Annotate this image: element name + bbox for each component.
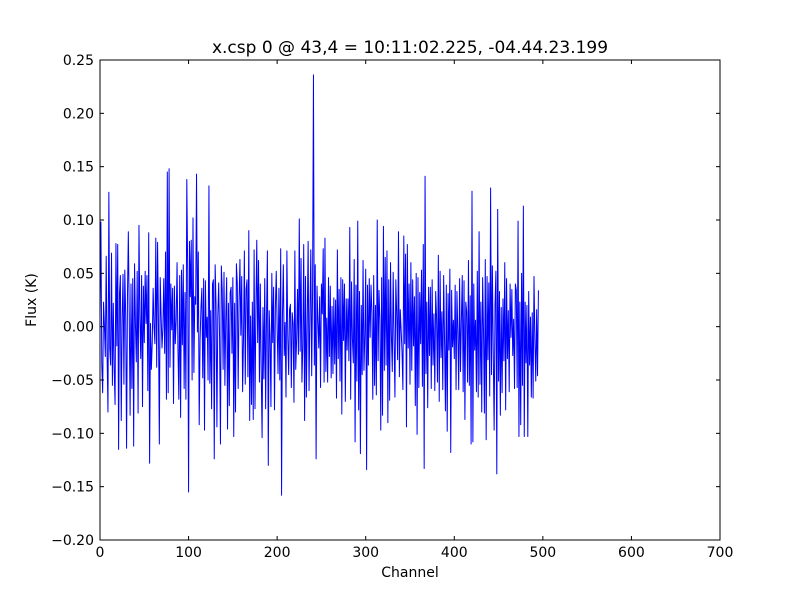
y-tick-label: 0.25 bbox=[63, 53, 94, 69]
y-axis-label: Flux (K) bbox=[24, 273, 40, 327]
chart-title: x.csp 0 @ 43,4 = 10:11:02.225, -04.44.23… bbox=[212, 38, 608, 58]
x-tick-label: 400 bbox=[441, 545, 468, 561]
y-tick-label: 0.15 bbox=[63, 160, 94, 176]
x-tick-label: 500 bbox=[529, 545, 556, 561]
plot-area bbox=[100, 74, 539, 496]
y-tick-label: 0.10 bbox=[63, 213, 94, 229]
axes: 0 100 200 300 400 500 600 700 −0.20 −0.15 −0.10 −0.… bbox=[51, 53, 733, 561]
y-tick-label: 0.00 bbox=[63, 320, 94, 336]
y-tick-label: −0.05 bbox=[51, 373, 94, 389]
y-tick-label: −0.20 bbox=[51, 533, 94, 549]
axes-frame bbox=[99, 59, 721, 541]
y-tick-label: 0.05 bbox=[63, 266, 94, 282]
y-tick-label: −0.15 bbox=[51, 480, 94, 496]
x-tick-label: 100 bbox=[175, 545, 202, 561]
x-axis-label: Channel bbox=[381, 565, 438, 581]
x-tick-label: 0 bbox=[96, 545, 105, 561]
x-tick-label: 700 bbox=[707, 545, 734, 561]
series-line-0 bbox=[100, 74, 539, 496]
x-tick-label: 300 bbox=[352, 545, 379, 561]
x-tick-label: 600 bbox=[618, 545, 645, 561]
y-tick-label: 0.20 bbox=[63, 106, 94, 122]
x-tick-label: 200 bbox=[264, 545, 291, 561]
y-tick-label: −0.10 bbox=[51, 426, 94, 442]
